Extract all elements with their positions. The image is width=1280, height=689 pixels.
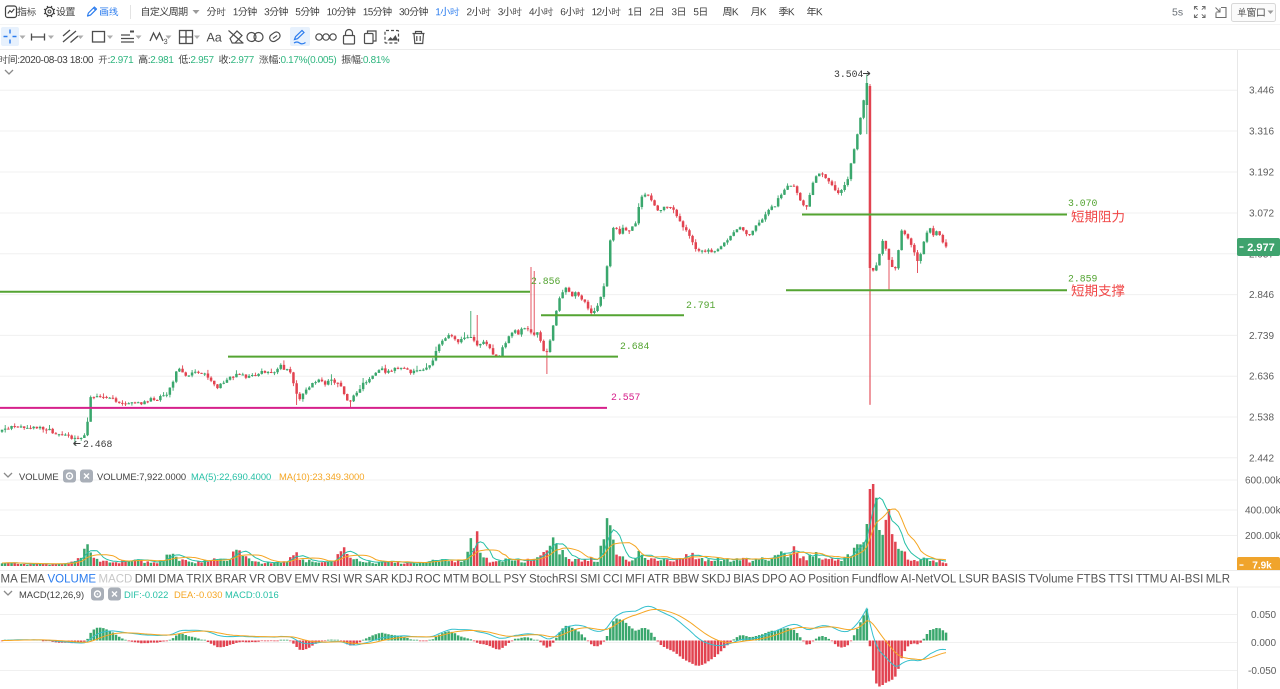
svg-text:TRIX: TRIX <box>186 574 213 586</box>
svg-text:FTBS: FTBS <box>1077 574 1107 586</box>
svg-text:ROC: ROC <box>415 574 441 586</box>
svg-text:SKDJ: SKDJ <box>701 574 730 586</box>
svg-text:VOLUME: VOLUME <box>19 471 59 482</box>
svg-text:200.00k: 200.00k <box>1245 531 1280 542</box>
svg-text:600.00k: 600.00k <box>1245 476 1280 487</box>
svg-text:CCI: CCI <box>603 574 623 586</box>
svg-text:WR: WR <box>343 574 362 586</box>
svg-text:MLR: MLR <box>1206 574 1230 586</box>
svg-text:MA(5):22,690.4000: MA(5):22,690.4000 <box>191 471 271 482</box>
svg-text:Fundflow: Fundflow <box>852 574 899 586</box>
svg-text:0.050: 0.050 <box>1251 610 1276 621</box>
svg-text:BRAR: BRAR <box>215 574 247 586</box>
svg-text:LSUR: LSUR <box>959 574 990 586</box>
svg-text:AI-NetVOL: AI-NetVOL <box>901 574 957 586</box>
svg-text:0.000: 0.000 <box>1251 638 1276 649</box>
svg-text:MA(10):23,349.3000: MA(10):23,349.3000 <box>279 471 364 482</box>
svg-text:2.442: 2.442 <box>1249 453 1274 464</box>
svg-text:2.791: 2.791 <box>686 300 716 311</box>
svg-text:3.504: 3.504 <box>834 69 864 80</box>
svg-text:2.538: 2.538 <box>1249 413 1274 424</box>
svg-text:2.846: 2.846 <box>1249 290 1274 301</box>
svg-text:2.468: 2.468 <box>83 439 113 450</box>
svg-text:MACD(12,26,9): MACD(12,26,9) <box>19 589 84 600</box>
svg-text:SAR: SAR <box>365 574 389 586</box>
svg-text:AO: AO <box>789 574 806 586</box>
svg-text:7.9k: 7.9k <box>1252 561 1272 572</box>
svg-text:MACD: MACD <box>99 574 133 586</box>
svg-text:400.00k: 400.00k <box>1245 506 1280 517</box>
svg-text:PSY: PSY <box>504 574 527 586</box>
svg-text:EMA: EMA <box>20 574 45 586</box>
svg-text:Position: Position <box>808 574 849 586</box>
svg-text:DMA: DMA <box>158 574 184 586</box>
svg-text:BOLL: BOLL <box>472 574 502 586</box>
svg-text:OBV: OBV <box>268 574 293 586</box>
svg-text:2.859: 2.859 <box>1068 274 1098 285</box>
svg-text:BIAS: BIAS <box>733 574 760 586</box>
svg-text:SMI: SMI <box>580 574 600 586</box>
svg-text:EMV: EMV <box>294 574 319 586</box>
svg-text:3.072: 3.072 <box>1249 209 1274 220</box>
svg-text:2.636: 2.636 <box>1249 372 1274 383</box>
svg-text:DEA:-0.030: DEA:-0.030 <box>174 589 222 600</box>
svg-text:BASIS: BASIS <box>992 574 1026 586</box>
svg-text:KDJ: KDJ <box>391 574 413 586</box>
svg-text:5s: 5s <box>1172 7 1183 19</box>
svg-text:3.070: 3.070 <box>1068 198 1098 209</box>
svg-text:2.977: 2.977 <box>1247 242 1275 254</box>
svg-text:2.684: 2.684 <box>620 341 650 352</box>
svg-text:MACD:0.016: MACD:0.016 <box>225 589 279 600</box>
svg-text:DMI: DMI <box>135 574 156 586</box>
svg-text:AI-BSI: AI-BSI <box>1170 574 1203 586</box>
svg-text:-0.050: -0.050 <box>1248 666 1277 677</box>
svg-text:VR: VR <box>249 574 265 586</box>
svg-text:2.557: 2.557 <box>611 392 641 403</box>
svg-text:DPO: DPO <box>762 574 787 586</box>
svg-text:ATR: ATR <box>647 574 669 586</box>
svg-text:2.856: 2.856 <box>531 276 561 287</box>
svg-text:VOLUME:7,922.0000: VOLUME:7,922.0000 <box>97 471 186 482</box>
svg-text:MFI: MFI <box>625 574 645 586</box>
svg-text:3.446: 3.446 <box>1249 86 1274 97</box>
svg-text:3.316: 3.316 <box>1249 127 1274 138</box>
svg-text:VOLUME: VOLUME <box>48 574 97 586</box>
svg-text:BBW: BBW <box>673 574 699 586</box>
svg-text:TTMU: TTMU <box>1136 574 1168 586</box>
svg-text:TTSI: TTSI <box>1108 574 1133 586</box>
svg-text:StochRSI: StochRSI <box>529 574 578 586</box>
svg-text:MA: MA <box>1 574 19 586</box>
svg-text:DIF:-0.022: DIF:-0.022 <box>124 589 168 600</box>
svg-text:3.192: 3.192 <box>1249 168 1274 179</box>
svg-text:2.739: 2.739 <box>1249 331 1274 342</box>
svg-text:TVolume: TVolume <box>1028 574 1073 586</box>
svg-text:RSI: RSI <box>322 574 341 586</box>
svg-text:MTM: MTM <box>443 574 469 586</box>
